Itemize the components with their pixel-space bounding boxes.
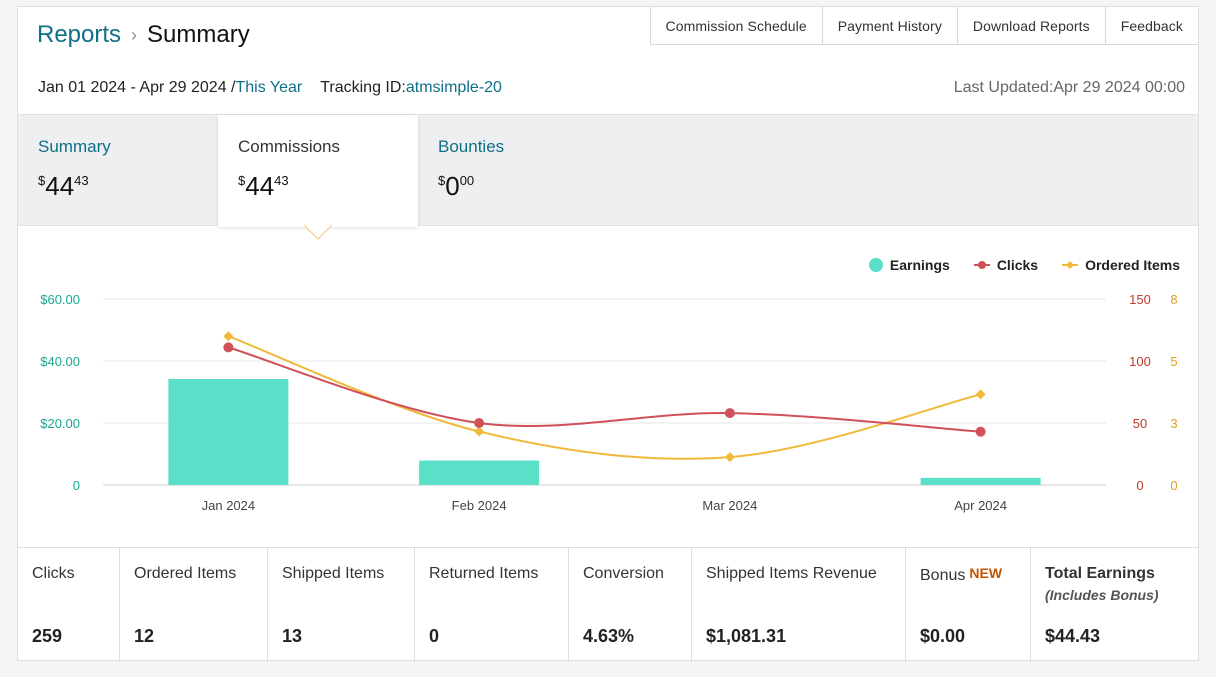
tab-commissions-label: Commissions [238, 137, 341, 156]
metric-clicks-label: Clicks [32, 565, 75, 582]
period-link[interactable]: This Year [235, 79, 303, 96]
metric-conversion: Conversion 4.63% [568, 548, 691, 662]
metric-total-earnings: Total Earnings (Includes Bonus) $44.43 [1030, 548, 1198, 662]
x-axis-tick: Apr 2024 [954, 498, 1007, 513]
metric-ordered-label: Ordered Items [134, 565, 237, 582]
metric-returned-label: Returned Items [429, 565, 539, 582]
ordered-items-line [228, 335, 981, 460]
tracking-id-label: Tracking ID: [320, 79, 406, 96]
metric-ordered-items: Ordered Items 12 [119, 548, 267, 662]
last-updated: Last Updated:Apr 29 2024 00:00 [953, 79, 1185, 96]
metric-clicks: Clicks 259 [18, 548, 119, 662]
ordered-items-point [223, 331, 234, 342]
clicks-point [975, 426, 986, 437]
x-axis-tick: Mar 2024 [702, 498, 757, 513]
left-axis-tick: $40.00 [40, 354, 80, 369]
left-axis-tick: $60.00 [40, 292, 80, 307]
tab-summary[interactable]: Summary $44 43 [18, 115, 218, 227]
chart-plot: $60.00 150 8 $40.00 100 5 $20.00 50 3 0 0 0 Jan 2024… [40, 292, 1177, 513]
metric-shipped-value: 13 [282, 626, 303, 646]
left-axis-tick: $20.00 [40, 416, 80, 431]
earnings-dot-icon [868, 258, 883, 272]
report-card: Reports › Summary Commission Schedule Pa… [17, 6, 1199, 662]
download-reports-button[interactable]: Download Reports [956, 7, 1105, 45]
metrics-table: Clicks 259 Ordered Items 12 Shipped Item… [18, 547, 1198, 662]
clicks-axis-tick: 150 [1129, 292, 1151, 307]
tab-bounties[interactable]: Bounties $0 00 [418, 115, 618, 227]
tab-summary-label: Summary [38, 137, 111, 156]
date-range-text: Jan 01 2024 - Apr 29 2024 / [38, 79, 236, 96]
metric-shipped-label: Shipped Items [282, 565, 385, 582]
ordered-items-point [975, 389, 986, 400]
metric-returned-items: Returned Items 0 [414, 548, 568, 662]
legend-earnings[interactable]: Earnings [868, 257, 950, 273]
earnings-chart: Earnings Clicks Ordered Items $60.00 150 8… [18, 227, 1198, 547]
chart-legend: Earnings Clicks Ordered Items [868, 257, 1180, 273]
metric-returned-value: 0 [429, 626, 440, 646]
clicks-axis-tick: 100 [1129, 354, 1151, 369]
tracking-id-link[interactable]: atmsimple-20 [405, 79, 502, 96]
legend-ordered-items[interactable]: Ordered Items [1062, 257, 1180, 273]
earnings-tabs: Summary $44 43 Commissions $44 43 Bounties… [18, 114, 1198, 227]
earnings-bar [920, 477, 1041, 485]
commission-schedule-button[interactable]: Commission Schedule [649, 7, 822, 45]
x-axis-tick: Feb 2024 [452, 498, 507, 513]
left-axis-tick: 0 [73, 478, 80, 493]
breadcrumb-reports-link[interactable]: Reports [37, 21, 122, 48]
clicks-axis-tick: 50 [1133, 416, 1147, 431]
clicks-line-icon [973, 261, 990, 269]
clicks-point [724, 408, 735, 419]
metric-shipped-revenue: Shipped Items Revenue $1,081.31 [691, 548, 905, 662]
metric-conversion-label: Conversion [583, 565, 664, 582]
metric-bonus: Bonus NEW $0.00 [905, 548, 1030, 662]
metric-total-value: $44.43 [1045, 626, 1101, 646]
metric-total-sublabel: (Includes Bonus) [1045, 587, 1159, 603]
legend-clicks-label: Clicks [996, 257, 1039, 273]
metric-clicks-value: 259 [32, 626, 63, 646]
metric-bonus-value: $0.00 [920, 626, 966, 646]
new-badge: NEW [969, 565, 1003, 581]
page-title: Summary [147, 21, 250, 48]
legend-earnings-label: Earnings [889, 257, 950, 273]
clicks-point [223, 342, 234, 353]
tab-bounties-amount: $0 00 [438, 171, 475, 201]
tab-summary-amount: $44 43 [38, 171, 89, 201]
clicks-line [228, 346, 981, 433]
tab-commissions[interactable]: Commissions $44 43 [218, 115, 418, 227]
metric-shipped-items: Shipped Items 13 [267, 548, 414, 662]
metric-ordered-value: 12 [134, 626, 155, 646]
feedback-button[interactable]: Feedback [1104, 7, 1198, 45]
legend-ordered-label: Ordered Items [1085, 257, 1180, 273]
clicks-point [474, 418, 485, 428]
ordered-axis-tick: 0 [1170, 478, 1177, 493]
metric-conversion-value: 4.63% [583, 626, 635, 646]
active-tab-pointer-icon [304, 224, 332, 240]
date-range-row: Jan 01 2024 - Apr 29 2024 / This Year Tr… [38, 79, 502, 97]
top-nav: Commission Schedule Payment History Down… [649, 7, 1198, 45]
metric-bonus-label: Bonus NEW [920, 565, 1003, 584]
ordered-items-point [724, 452, 735, 463]
ordered-axis-tick: 3 [1170, 416, 1177, 431]
ordered-axis-tick: 8 [1170, 292, 1177, 307]
ordered-items-line-icon [1062, 261, 1079, 269]
metric-total-label: Total Earnings [1045, 565, 1155, 582]
tab-bounties-label: Bounties [438, 137, 505, 156]
metric-revenue-label: Shipped Items Revenue [706, 565, 877, 582]
breadcrumb: Reports › Summary [37, 21, 250, 49]
ordered-axis-tick: 5 [1170, 354, 1177, 369]
breadcrumb-separator-icon: › [131, 24, 138, 45]
ordered-items-point [474, 426, 485, 437]
x-axis-tick: Jan 2024 [202, 498, 256, 513]
legend-clicks[interactable]: Clicks [973, 257, 1039, 273]
tab-commissions-amount: $44 43 [238, 171, 289, 201]
clicks-axis-tick: 0 [1136, 478, 1143, 493]
earnings-bar [168, 378, 289, 485]
earnings-bar [419, 460, 540, 485]
metric-revenue-value: $1,081.31 [706, 626, 787, 646]
payment-history-button[interactable]: Payment History [821, 7, 957, 45]
